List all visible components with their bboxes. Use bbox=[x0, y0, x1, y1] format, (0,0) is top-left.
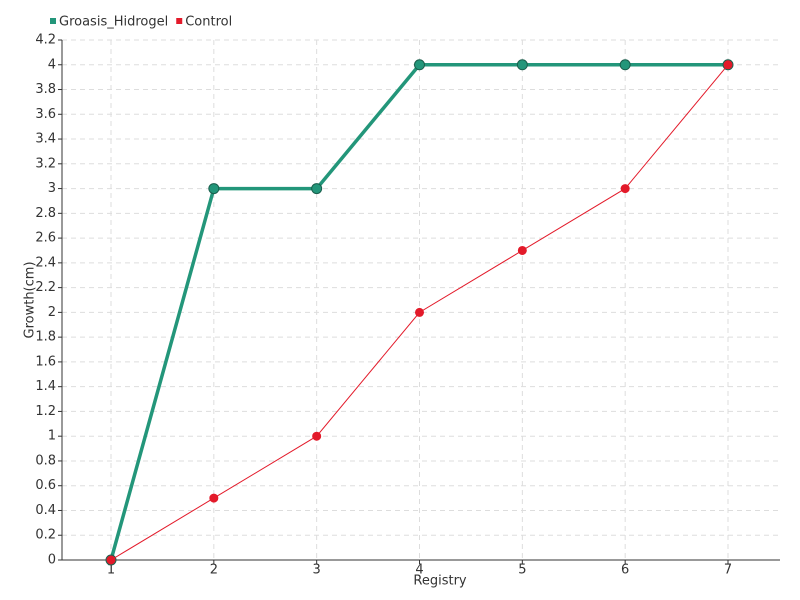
y-tick-label: 0.8 bbox=[35, 453, 56, 468]
y-tick-label: 1.6 bbox=[35, 354, 56, 369]
point bbox=[415, 307, 424, 317]
y-tick-label: 2.2 bbox=[35, 280, 56, 295]
y-tick-label: 3.8 bbox=[35, 82, 56, 97]
y-tick-label: 0.2 bbox=[35, 528, 56, 543]
y-tick-label: 4.2 bbox=[35, 33, 56, 48]
x-tick-label: 4 bbox=[415, 563, 423, 578]
x-tick-label: 6 bbox=[621, 563, 629, 578]
y-tick-label: 3.4 bbox=[35, 132, 56, 147]
y-tick-label: 2 bbox=[48, 305, 56, 320]
y-tick-label: 0.6 bbox=[35, 478, 56, 493]
legend-swatch bbox=[50, 18, 56, 24]
y-tick-label: 0 bbox=[48, 553, 56, 568]
x-tick-label: 2 bbox=[210, 563, 218, 578]
point bbox=[619, 59, 631, 71]
point bbox=[517, 245, 527, 255]
point bbox=[414, 59, 425, 71]
y-tick-label: 3.6 bbox=[35, 107, 56, 122]
point bbox=[312, 431, 322, 441]
x-tick-label: 5 bbox=[518, 563, 526, 578]
point bbox=[311, 183, 323, 195]
legend-label: Groasis_Hidrogel bbox=[59, 15, 168, 30]
y-tick-label: 1.2 bbox=[35, 404, 56, 419]
y-tick-label: 0.4 bbox=[35, 503, 56, 518]
y-axis-label: Growth(cm) bbox=[23, 261, 38, 338]
point bbox=[106, 555, 116, 565]
point bbox=[209, 493, 219, 503]
x-tick-label: 3 bbox=[313, 563, 321, 578]
point bbox=[723, 60, 733, 70]
y-tick-label: 3 bbox=[48, 181, 56, 196]
x-tick-label: 1 bbox=[107, 563, 115, 578]
y-tick-label: 1 bbox=[48, 429, 56, 444]
y-tick-label: 4 bbox=[48, 57, 56, 72]
legend-label: Control bbox=[185, 15, 232, 30]
y-tick-label: 2.4 bbox=[35, 255, 56, 270]
y-tick-label: 2.8 bbox=[35, 206, 56, 221]
y-tick-label: 2.6 bbox=[35, 231, 56, 246]
y-tick-label: 1.8 bbox=[35, 330, 56, 345]
point bbox=[620, 184, 630, 194]
point bbox=[208, 183, 220, 195]
y-tick-label: 3.2 bbox=[35, 156, 56, 171]
y-tick-label: 1.4 bbox=[35, 379, 56, 394]
x-tick-label: 7 bbox=[724, 563, 732, 578]
legend-swatch bbox=[176, 18, 183, 24]
x-axis-label: Registry bbox=[413, 574, 467, 589]
point bbox=[516, 59, 528, 71]
